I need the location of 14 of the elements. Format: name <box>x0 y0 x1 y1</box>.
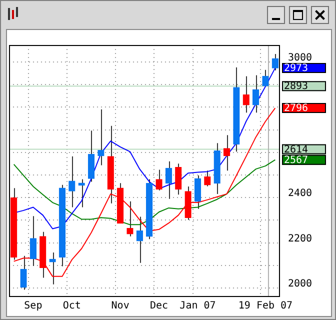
x-tick-label: Dec <box>150 300 168 312</box>
ref-line-label: 2614 <box>284 144 308 156</box>
y-tick-label: 3000 <box>288 52 312 64</box>
x-tick-label: Jan 07 <box>180 300 216 312</box>
data-label: 2567 <box>284 154 308 166</box>
y-tick-label: 2400 <box>288 188 312 200</box>
x-tick-label: 19 Feb 07 <box>238 300 293 312</box>
data-label: 2973 <box>284 63 308 74</box>
y-tick-label: 2200 <box>288 233 312 244</box>
x-tick-label: Oct <box>62 300 81 312</box>
y-tick-label: 2000 <box>288 278 312 290</box>
data-label: 2796 <box>284 103 308 114</box>
x-tick-label: Nov <box>111 300 130 312</box>
x-tick-label: Sep <box>24 300 42 312</box>
